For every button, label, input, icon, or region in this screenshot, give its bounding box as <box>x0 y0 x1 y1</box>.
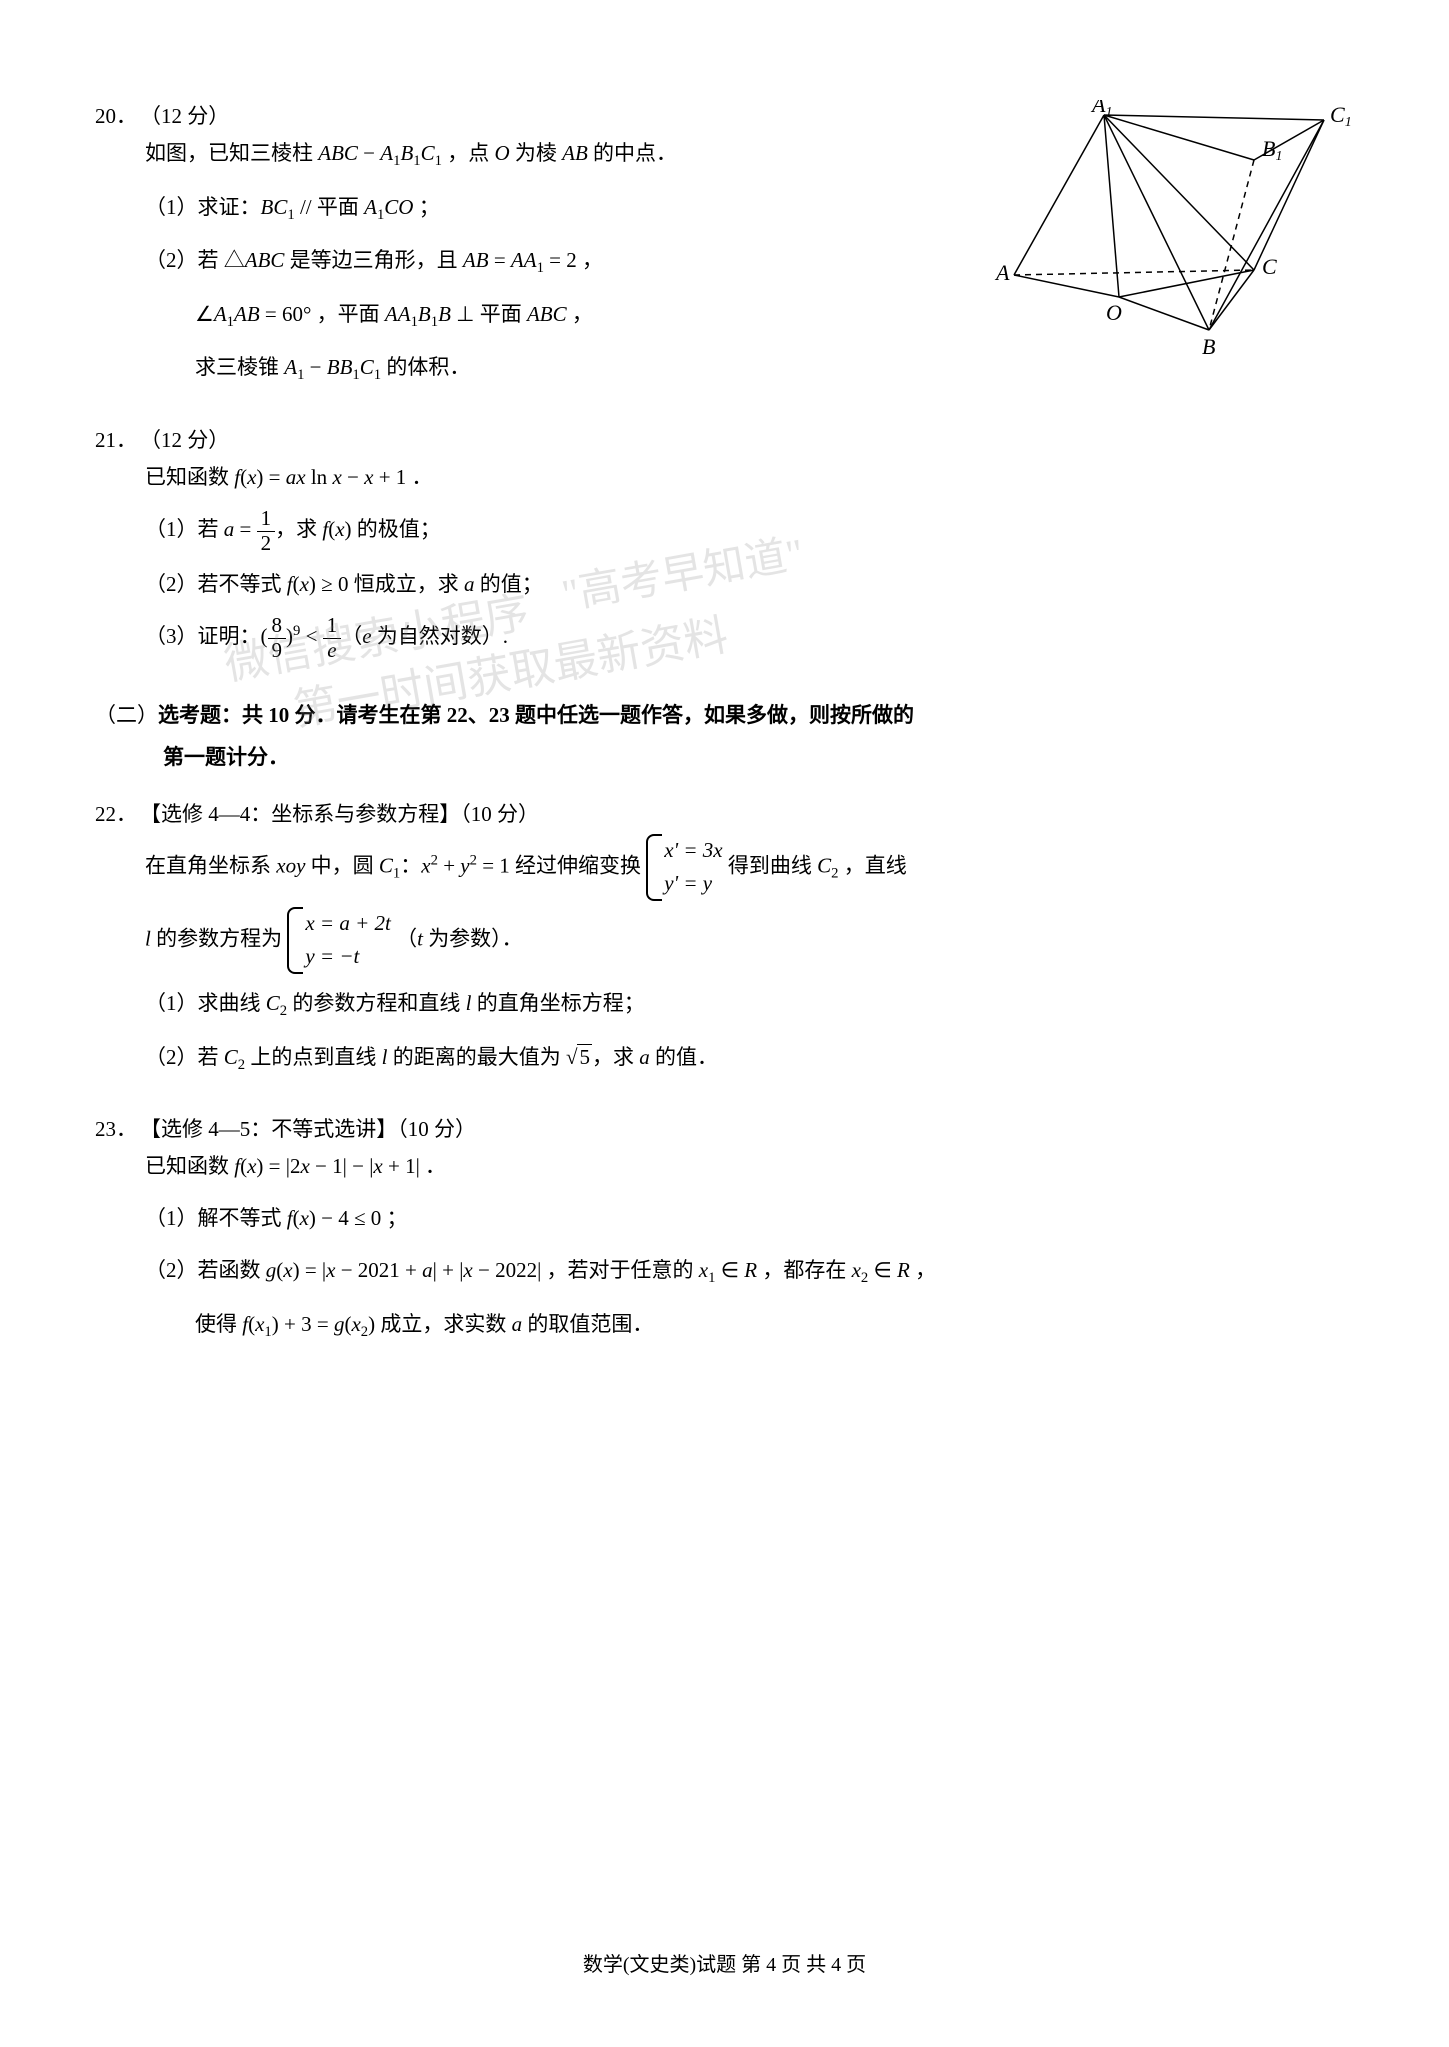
exponent: 9 <box>293 623 300 639</box>
system-2: x = a + 2t y = −t <box>287 907 391 974</box>
problem-22: 22． 【选修 4—4：坐标系与参数方程】（10 分） 在直角坐标系 xoy 中… <box>95 798 1354 1081</box>
sqrt-val: 5 <box>577 1044 592 1069</box>
problem-number: 22． <box>95 798 140 828</box>
problem-20-part2-l3: 求三棱锥 A1 − BB1C1 的体积． <box>145 344 1354 392</box>
sys-line: y' = y <box>664 867 722 901</box>
problem-20: 20． （12 分） 如图，已知三棱柱 ABC − A1B1C1 ，点 O 为棱… <box>95 100 1354 392</box>
sys-line: y = −t <box>305 940 391 974</box>
problem-21-part3: （3）证明：(89)9 < 1e（e 为自然对数）. <box>145 613 1354 662</box>
section-2-line1: （二）选考题：共 10 分．请考生在第 22、23 题中任选一题作答，如果多做，… <box>95 694 1354 736</box>
problem-number: 20． <box>95 100 140 130</box>
problem-23-part1: （1）解不等式 f(x) − 4 ≤ 0 ； <box>145 1195 1354 1241</box>
frac-num: 1 <box>257 507 276 531</box>
sys-line: x' = 3x <box>664 834 722 868</box>
problem-20-intro: 如图，已知三棱柱 ABC − A1B1C1 ，点 O 为棱 AB 的中点． <box>145 130 1354 178</box>
problem-23-intro: 已知函数 f(x) = |2x − 1| − |x + 1| ． <box>145 1143 1354 1189</box>
problem-22-part1: （1）求曲线 C2 的参数方程和直线 l 的直角坐标方程； <box>145 980 1354 1028</box>
frac-num: 1 <box>323 614 342 638</box>
problem-22-header: 22． 【选修 4—4：坐标系与参数方程】（10 分） <box>95 798 1354 828</box>
problem-23-header: 23． 【选修 4—5：不等式选讲】（10 分） <box>95 1113 1354 1143</box>
problem-21: 21． （12 分） 已知函数 f(x) = ax ln x − x + 1 ．… <box>95 424 1354 662</box>
problem-points: （12 分） <box>140 100 229 130</box>
problem-points: （12 分） <box>140 424 229 454</box>
page-footer: 数学(文史类)试题 第 4 页 共 4 页 <box>0 1948 1449 1977</box>
problem-22-part2: （2）若 C2 上的点到直线 l 的距离的最大值为 √5，求 a 的值． <box>145 1034 1354 1082</box>
problem-23: 23． 【选修 4—5：不等式选讲】（10 分） 已知函数 f(x) = |2x… <box>95 1113 1354 1348</box>
problem-21-intro: 已知函数 f(x) = ax ln x − x + 1 ． <box>145 454 1354 500</box>
section-2-header: （二）选考题：共 10 分．请考生在第 22、23 题中任选一题作答，如果多做，… <box>95 694 1354 778</box>
problem-23-title: 【选修 4—5：不等式选讲】（10 分） <box>140 1113 476 1143</box>
section-label: （二） <box>95 703 158 727</box>
problem-20-header: 20． （12 分） <box>95 100 1354 130</box>
problem-number: 21． <box>95 424 140 454</box>
problem-21-content: 已知函数 f(x) = ax ln x − x + 1 ． （1）若 a = 1… <box>145 454 1354 662</box>
problem-21-header: 21． （12 分） <box>95 424 1354 454</box>
section-title-2: 第一题计分． <box>163 736 1354 778</box>
problem-20-part1: （1）求证：BC1 // 平面 A1CO ； <box>145 184 1354 232</box>
problem-22-content: 在直角坐标系 xoy 中，圆 C1：x2 + y2 = 1 经过伸缩变换 x' … <box>145 834 1354 1081</box>
problem-23-content: 已知函数 f(x) = |2x − 1| − |x + 1| ． （1）解不等式… <box>145 1143 1354 1348</box>
problem-number: 23． <box>95 1113 140 1143</box>
problem-21-part1: （1）若 a = 12，求 f(x) 的极值； <box>145 506 1354 555</box>
problem-22-title: 【选修 4—4：坐标系与参数方程】（10 分） <box>140 798 539 828</box>
problem-20-content: 如图，已知三棱柱 ABC − A1B1C1 ，点 O 为棱 AB 的中点． （1… <box>145 130 1354 392</box>
problem-20-part2-l1: （2）若 △ABC 是等边三角形，且 AB = AA1 = 2 ， <box>145 237 1354 285</box>
system-1: x' = 3x y' = y <box>646 834 722 901</box>
problem-20-part2-l2: ∠A1AB = 60° ，平面 AA1B1B ⊥ 平面 ABC ， <box>145 291 1354 339</box>
problem-23-part2-l2: 使得 f(x1) + 3 = g(x2) 成立，求实数 a 的取值范围． <box>145 1301 1354 1349</box>
section-title-1: 选考题：共 10 分．请考生在第 22、23 题中任选一题作答，如果多做，则按所… <box>158 703 914 727</box>
problem-21-part2: （2）若不等式 f(x) ≥ 0 恒成立，求 a 的值； <box>145 561 1354 607</box>
problem-22-line1: 在直角坐标系 xoy 中，圆 C1：x2 + y2 = 1 经过伸缩变换 x' … <box>145 834 1354 901</box>
frac-den: e <box>323 639 342 662</box>
frac-num: 8 <box>268 614 287 638</box>
problem-23-part2-l1: （2）若函数 g(x) = |x − 2021 + a| + |x − 2022… <box>145 1247 1354 1295</box>
problem-22-line2: l 的参数方程为 x = a + 2t y = −t （t 为参数）． <box>145 907 1354 974</box>
sys-line: x = a + 2t <box>305 907 391 941</box>
frac-den: 2 <box>257 532 276 555</box>
frac-den: 9 <box>268 639 287 662</box>
